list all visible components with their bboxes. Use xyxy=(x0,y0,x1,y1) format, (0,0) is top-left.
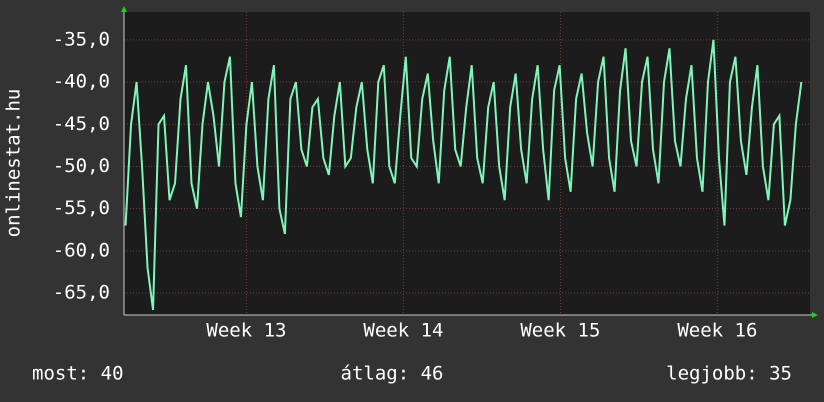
series-line xyxy=(124,39,803,311)
y-tick-label: -65,0 xyxy=(53,282,110,304)
footer-best: legjobb: 35 xyxy=(666,363,792,385)
y-tick-label: -50,0 xyxy=(53,155,110,177)
x-tick-label: Week 14 xyxy=(363,320,443,342)
footer-now: most: 40 xyxy=(32,363,124,385)
y-tick-label: -45,0 xyxy=(53,113,110,135)
x-tick-label: Week 15 xyxy=(520,320,600,342)
footer-average: átlag: 46 xyxy=(341,363,444,385)
y-axis-label: onlinestat.hu xyxy=(3,89,25,238)
y-tick-label: -60,0 xyxy=(53,239,110,261)
x-arrow xyxy=(812,312,818,318)
x-tick-label: Week 13 xyxy=(206,320,286,342)
x-tick-label: Week 16 xyxy=(677,320,757,342)
y-tick-label: -55,0 xyxy=(53,197,110,219)
y-tick-label: -40,0 xyxy=(53,71,110,93)
plot-area xyxy=(124,12,810,315)
y-tick-label: -35,0 xyxy=(53,28,110,50)
y-arrow xyxy=(121,6,127,12)
